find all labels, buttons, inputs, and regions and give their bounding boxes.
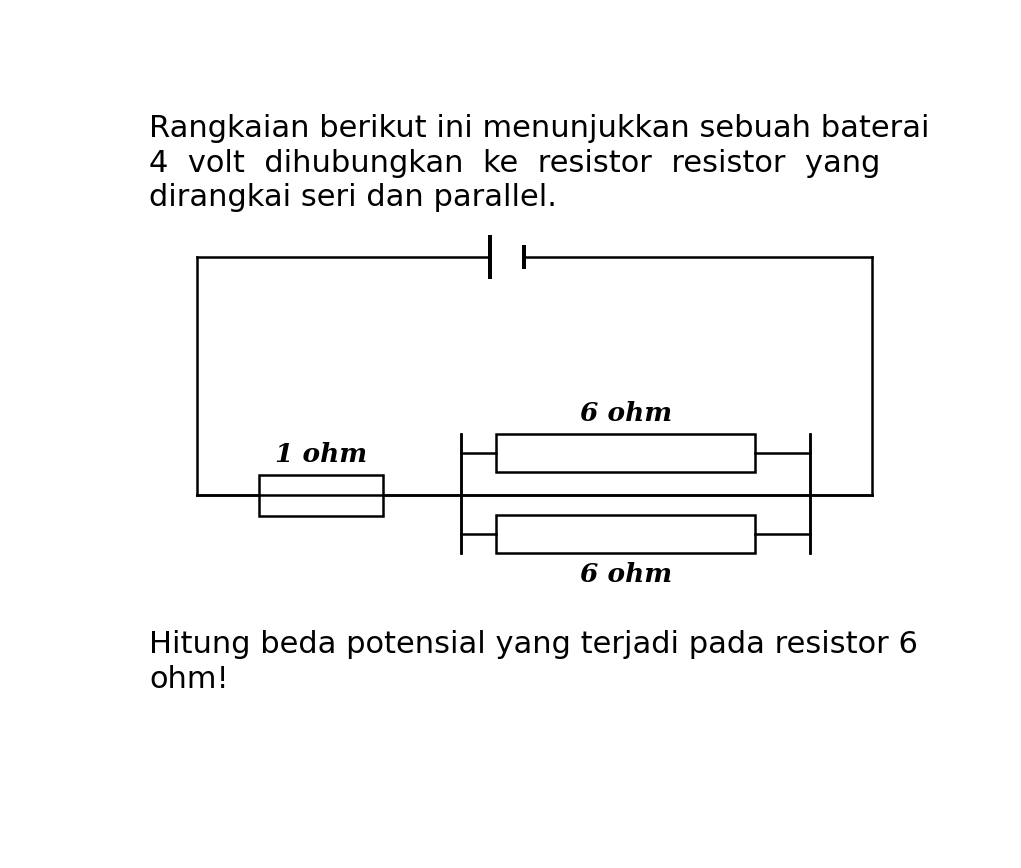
Bar — [496, 434, 756, 472]
Text: 6 ohm: 6 ohm — [580, 401, 672, 426]
Bar — [496, 515, 756, 553]
Text: ohm!: ohm! — [149, 665, 229, 694]
Text: 1 ohm: 1 ohm — [276, 442, 368, 467]
Text: 4  volt  dihubungkan  ke  resistor  resistor  yang: 4 volt dihubungkan ke resistor resistor … — [149, 148, 881, 178]
Text: 6 ohm: 6 ohm — [580, 562, 672, 588]
Text: Hitung beda potensial yang terjadi pada resistor 6: Hitung beda potensial yang terjadi pada … — [149, 630, 918, 659]
Text: Rangkaian berikut ini menunjukkan sebuah baterai: Rangkaian berikut ini menunjukkan sebuah… — [149, 115, 930, 143]
Bar — [259, 475, 383, 516]
Text: dirangkai seri dan parallel.: dirangkai seri dan parallel. — [149, 183, 557, 213]
